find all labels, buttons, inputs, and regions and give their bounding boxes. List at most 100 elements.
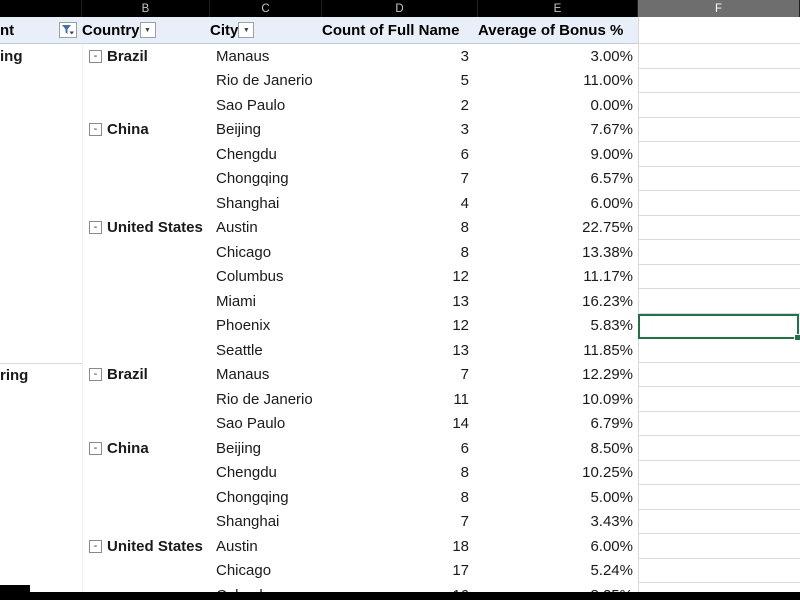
cell-country[interactable]: - United States xyxy=(82,215,210,240)
cell-city[interactable]: Chongqing xyxy=(210,485,322,510)
cell-empty-f[interactable] xyxy=(638,93,800,118)
collapse-button[interactable]: - xyxy=(89,368,102,382)
cell-count[interactable]: 8 xyxy=(322,461,478,486)
cell-avg[interactable]: 6.57% xyxy=(478,167,638,192)
cell-empty-f[interactable] xyxy=(638,215,800,240)
cell-department[interactable] xyxy=(0,191,82,216)
cell-city[interactable]: Shanghai xyxy=(210,191,322,216)
collapse-button[interactable]: - xyxy=(89,441,102,455)
column-header-c[interactable]: C xyxy=(210,0,322,17)
column-header-d[interactable]: D xyxy=(322,0,478,17)
column-header-e[interactable]: E xyxy=(478,0,638,17)
cell-city[interactable]: Chengdu xyxy=(210,142,322,167)
cell-empty-f[interactable] xyxy=(638,240,800,265)
city-dropdown-icon[interactable]: ▼ xyxy=(238,22,255,38)
cell-city[interactable]: Chongqing xyxy=(210,167,322,192)
cell-country[interactable]: - xyxy=(82,289,210,314)
cell-country[interactable]: - xyxy=(82,264,210,289)
cell-department[interactable] xyxy=(0,167,82,192)
cell-empty-f[interactable] xyxy=(638,411,800,436)
cell-city[interactable]: Chicago xyxy=(210,240,322,265)
cell-department[interactable] xyxy=(0,485,82,510)
cell-country[interactable]: - xyxy=(82,68,210,93)
cell-avg[interactable]: 3.00% xyxy=(478,44,638,69)
cell-city[interactable]: Rio de Janerio xyxy=(210,69,322,94)
cell-country[interactable]: - xyxy=(82,338,210,363)
cell-country[interactable]: - xyxy=(82,485,210,510)
cell-country[interactable]: - xyxy=(82,166,210,191)
cell-avg[interactable]: 12.29% xyxy=(478,363,638,388)
cell-empty-f[interactable] xyxy=(638,460,800,485)
collapse-button[interactable]: - xyxy=(89,49,102,63)
cell-city[interactable]: Columbus xyxy=(210,265,322,290)
cell-count[interactable]: 13 xyxy=(322,289,478,314)
pivot-header-avg[interactable]: Average of Bonus % xyxy=(478,17,638,44)
cell-count[interactable]: 7 xyxy=(322,167,478,192)
country-dropdown-icon[interactable]: ▼ xyxy=(139,22,156,38)
cell-count[interactable]: 13 xyxy=(322,338,478,363)
cell-city[interactable]: Seattle xyxy=(210,338,322,363)
cell-avg[interactable]: 6.00% xyxy=(478,191,638,216)
cell-city[interactable]: Beijing xyxy=(210,118,322,143)
cell-avg[interactable]: 11.00% xyxy=(478,69,638,94)
cell-department[interactable] xyxy=(0,289,82,314)
cell-empty-f[interactable] xyxy=(638,44,800,69)
cell-department[interactable] xyxy=(0,69,82,94)
cell-city[interactable]: Manaus xyxy=(210,363,322,388)
cell-avg[interactable]: 6.00% xyxy=(478,534,638,559)
cell-avg[interactable]: 10.09% xyxy=(478,387,638,412)
cell-country[interactable]: - China xyxy=(82,436,210,461)
cell-count[interactable]: 8 xyxy=(322,240,478,265)
cell-city[interactable]: Miami xyxy=(210,289,322,314)
cell-count[interactable]: 14 xyxy=(322,412,478,437)
cell-avg[interactable]: 11.85% xyxy=(478,338,638,363)
cell-avg[interactable]: 10.25% xyxy=(478,461,638,486)
cell-count[interactable]: 5 xyxy=(322,69,478,94)
cell-country[interactable]: - xyxy=(82,191,210,216)
collapse-button[interactable]: - xyxy=(89,123,102,137)
cell-department[interactable] xyxy=(0,118,82,143)
cell-avg[interactable]: 5.24% xyxy=(478,559,638,584)
cell-department[interactable] xyxy=(0,387,82,412)
column-header-a[interactable] xyxy=(0,0,82,17)
collapse-button[interactable]: - xyxy=(89,539,102,553)
cell-count[interactable]: 7 xyxy=(322,510,478,535)
cell-count[interactable]: 18 xyxy=(322,534,478,559)
selected-cell[interactable] xyxy=(638,313,800,341)
cell-department[interactable] xyxy=(0,314,82,339)
cell-count[interactable]: 6 xyxy=(322,436,478,461)
collapse-button[interactable]: - xyxy=(89,221,102,235)
cell-count[interactable]: 7 xyxy=(322,363,478,388)
cell-empty-f[interactable] xyxy=(638,509,800,534)
cell-avg[interactable]: 8.50% xyxy=(478,436,638,461)
cell-country[interactable]: - xyxy=(82,387,210,412)
column-header-b[interactable]: B xyxy=(82,0,210,17)
cell-department[interactable] xyxy=(0,461,82,486)
cell-country[interactable]: - xyxy=(82,93,210,118)
cell-department[interactable] xyxy=(0,93,82,118)
cell-city[interactable]: Manaus xyxy=(210,44,322,69)
cell-avg[interactable]: 6.79% xyxy=(478,412,638,437)
cell-department[interactable] xyxy=(0,240,82,265)
cell-country[interactable]: - United States xyxy=(82,534,210,559)
cell-avg[interactable]: 0.00% xyxy=(478,93,638,118)
cell-country[interactable]: - xyxy=(82,509,210,534)
cell-count[interactable]: 3 xyxy=(322,118,478,143)
cell-avg[interactable]: 13.38% xyxy=(478,240,638,265)
cell-empty-f[interactable] xyxy=(638,191,800,216)
cell-department[interactable] xyxy=(0,510,82,535)
cell-city[interactable]: Rio de Janerio xyxy=(210,387,322,412)
cell-count[interactable]: 2 xyxy=(322,93,478,118)
cell-empty-f[interactable] xyxy=(638,436,800,461)
cell-city[interactable]: Phoenix xyxy=(210,314,322,339)
column-header-f-selected[interactable]: F xyxy=(638,0,800,17)
cell-avg[interactable]: 7.67% xyxy=(478,118,638,143)
cell-empty-f[interactable] xyxy=(638,117,800,142)
cell-country[interactable]: - xyxy=(82,558,210,583)
cell-empty-f[interactable] xyxy=(638,558,800,583)
cell-department[interactable] xyxy=(0,216,82,241)
cell-country[interactable]: - China xyxy=(82,117,210,142)
cell-count[interactable]: 11 xyxy=(322,387,478,412)
cell-avg[interactable]: 22.75% xyxy=(478,216,638,241)
cell-empty-f[interactable] xyxy=(638,289,800,314)
